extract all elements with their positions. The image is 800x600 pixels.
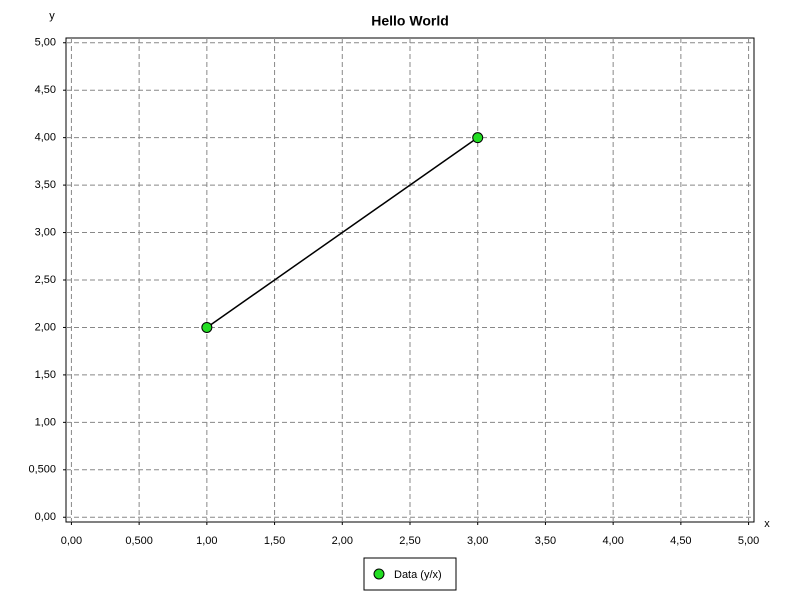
x-tick-label: 3,00 (467, 535, 488, 547)
y-tick-label: 4,50 (35, 84, 56, 96)
y-tick-label: 5,00 (35, 37, 56, 49)
y-tick-label: 2,00 (35, 321, 56, 333)
chart-title: Hello World (371, 13, 449, 29)
y-tick-label: 2,50 (35, 274, 56, 286)
y-tick-label: 1,00 (35, 416, 56, 428)
x-tick-label: 1,50 (264, 535, 285, 547)
legend-label: Data (y/x) (394, 569, 442, 581)
legend-marker (373, 568, 385, 580)
x-tick-label: 0,00 (61, 535, 82, 547)
x-tick-label: 4,50 (670, 535, 691, 547)
x-axis-label: x (764, 518, 770, 530)
x-tick-label: 2,00 (332, 535, 353, 547)
x-tick-label: 3,50 (535, 535, 556, 547)
x-tick-label: 0,500 (125, 535, 153, 547)
y-tick-label: 3,00 (35, 226, 56, 238)
y-tick-label: 4,00 (35, 132, 56, 144)
y-tick-label: 0,500 (28, 464, 56, 476)
y-tick-label: 1,50 (35, 369, 56, 381)
series-line (206, 137, 479, 329)
x-tick-label: 5,00 (738, 535, 759, 547)
data-point (201, 321, 213, 333)
y-tick-label: 0,00 (35, 511, 56, 523)
x-tick-label: 4,00 (602, 535, 623, 547)
x-tick-label: 1,00 (196, 535, 217, 547)
y-tick-label: 3,50 (35, 179, 56, 191)
x-tick-label: 2,50 (399, 535, 420, 547)
y-axis-label: y (49, 10, 55, 22)
data-point (472, 132, 484, 144)
